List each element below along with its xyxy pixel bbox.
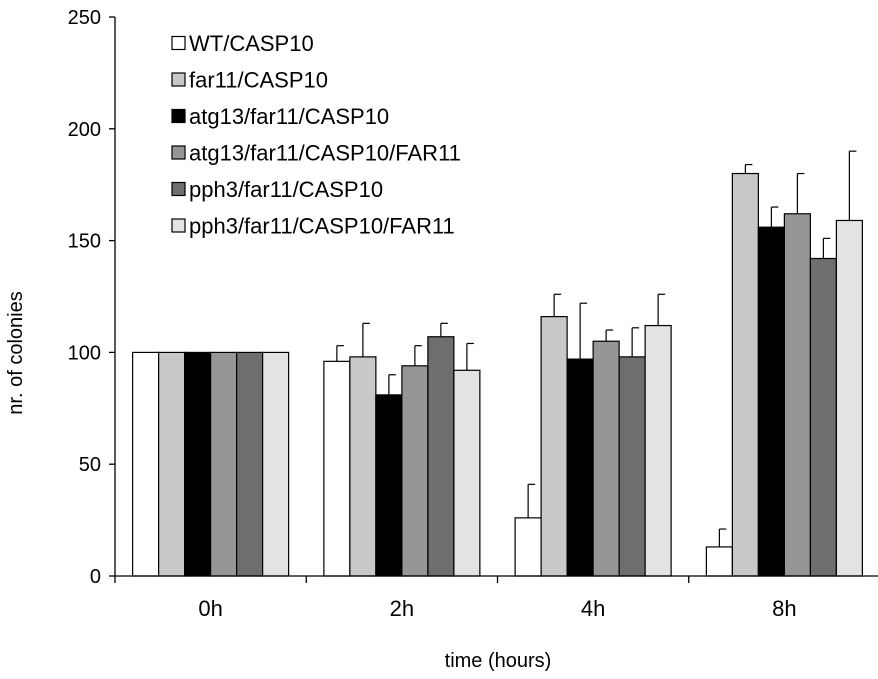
bar <box>757 226 785 577</box>
y-tick-label: 150 <box>68 231 101 253</box>
y-tick-label: 250 <box>68 7 101 29</box>
legend-swatch <box>171 181 186 197</box>
legend-swatch <box>171 108 186 124</box>
legend-label: WT/CASP10 <box>189 31 314 56</box>
x-tick-label: 8h <box>772 596 796 621</box>
bar <box>427 336 455 577</box>
x-tick-label: 2h <box>390 596 414 621</box>
bar <box>618 356 646 577</box>
x-tick-label: 4h <box>581 596 605 621</box>
axes-layer: 0 50 100 150 200 250 0h 2h 4h 8h <box>68 7 878 621</box>
bar <box>401 365 429 577</box>
y-tick-label: 100 <box>68 342 101 364</box>
bar <box>184 351 212 577</box>
bar <box>540 316 568 577</box>
bar <box>592 340 620 577</box>
bar <box>349 356 377 577</box>
legend-label: pph3/far11/CASP10/FAR11 <box>189 214 455 239</box>
bar <box>783 213 811 577</box>
bar <box>731 172 759 577</box>
bar <box>453 369 481 577</box>
legend-label: pph3/far11/CASP10 <box>189 177 383 202</box>
bar <box>835 219 863 577</box>
y-tick-label: 200 <box>68 119 101 141</box>
bar <box>132 351 160 577</box>
y-tick-label: 50 <box>79 454 101 476</box>
bar <box>644 324 672 577</box>
bar <box>158 351 186 577</box>
legend-label: far11/CASP10 <box>189 68 328 93</box>
y-tick-label: 0 <box>90 566 101 588</box>
x-axis-label: time (hours) <box>445 650 552 672</box>
legend-swatch <box>171 218 186 233</box>
legend: WT/CASP10 far11/CASP10 atg13/far11/CASP10 a… <box>171 31 461 239</box>
bar <box>809 257 837 577</box>
bar <box>566 358 594 577</box>
legend-swatch <box>171 145 186 160</box>
bar <box>375 394 403 577</box>
legend-swatch <box>171 72 186 87</box>
legend-swatch <box>171 35 186 51</box>
bar <box>262 351 290 577</box>
y-axis-label: nr. of colonies <box>5 291 27 414</box>
x-tick-label: 0h <box>198 596 222 621</box>
legend-label: atg13/far11/CASP10/FAR11 <box>189 141 461 166</box>
bar <box>705 546 733 577</box>
legend-label: atg13/far11/CASP10 <box>189 104 389 129</box>
bar <box>514 517 542 577</box>
bar <box>210 351 238 577</box>
bar <box>236 351 264 577</box>
bar <box>323 360 351 577</box>
